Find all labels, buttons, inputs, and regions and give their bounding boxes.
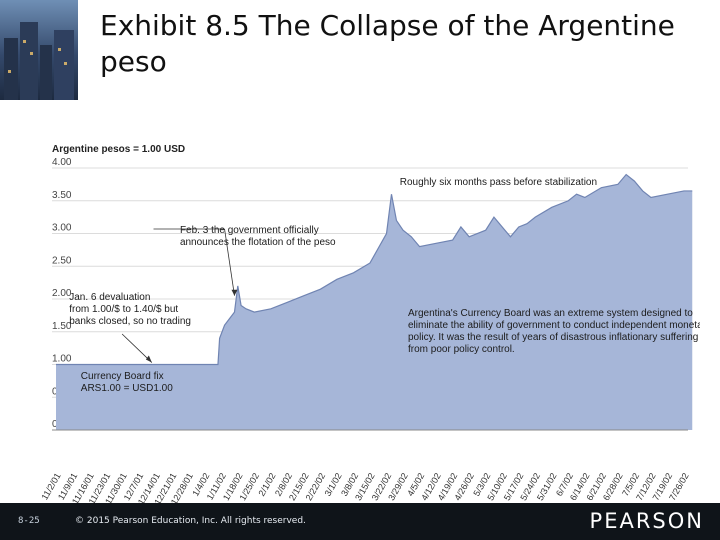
chart-annotation: announces the flotation of the peso	[180, 237, 336, 248]
peso-area-series	[56, 174, 693, 430]
y-tick-label: 3.00	[52, 223, 72, 234]
y-tick-label: 1.00	[52, 354, 72, 365]
chart-annotation: policy. It was the result of years of di…	[408, 332, 698, 343]
footer-bar: 8-25 © 2015 Pearson Education, Inc. All …	[0, 503, 720, 540]
slide-title: Exhibit 8.5 The Collapse of the Argentin…	[100, 9, 675, 78]
y-tick-label: 3.50	[52, 190, 72, 201]
y-tick-label: 2.50	[52, 255, 72, 266]
city-skyline-image	[0, 0, 78, 100]
chart-annotation: Feb. 3 the government officially	[180, 225, 319, 236]
chart-annotation: ARS1.00 = USD1.00	[81, 383, 173, 394]
chart-annotation: Currency Board fix	[81, 371, 164, 382]
peso-series-line	[56, 173, 693, 366]
peso-chart: Argentine pesos = 1.00 USD0.000.501.001.…	[40, 144, 700, 503]
y-tick-label: 4.00	[52, 157, 72, 168]
chart-annotation: from 1.00/$ to 1.40/$ but	[69, 304, 178, 315]
page-number: 8-25	[18, 516, 40, 526]
y-axis-title: Argentine pesos = 1.00 USD	[52, 144, 185, 155]
annotation-leader-jan6	[121, 333, 153, 363]
chart-annotation: banks closed, so no trading	[69, 316, 191, 327]
y-tick-label: 1.50	[52, 321, 72, 332]
copyright-text: © 2015 Pearson Education, Inc. All right…	[75, 516, 306, 526]
chart-annotation: Argentina's Currency Board was an extrem…	[408, 308, 693, 319]
arrowhead-jan6	[145, 355, 152, 363]
chart-annotation: from poor policy control.	[408, 344, 515, 355]
chart-annotation: Roughly six months pass before stabiliza…	[400, 177, 597, 188]
chart-annotation: eliminate the ability of government to c…	[408, 320, 700, 331]
annotation-leader-feb3	[224, 228, 235, 296]
arrowhead-feb3	[231, 289, 238, 296]
chart-annotation: Jan. 6 devaluation	[69, 292, 150, 303]
y-tick-label: 2.00	[52, 288, 72, 299]
pearson-logo: PEARSON	[589, 509, 704, 533]
